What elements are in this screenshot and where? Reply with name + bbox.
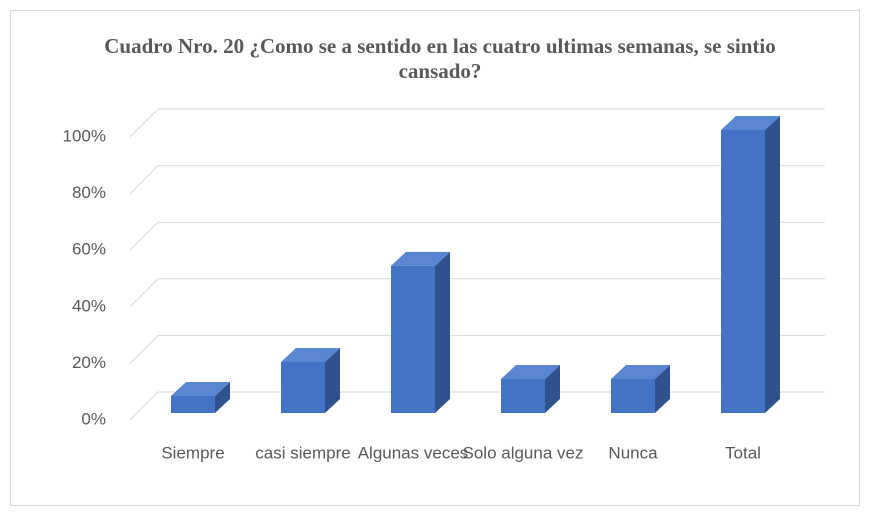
x-tick-label: Total bbox=[725, 443, 761, 462]
bar-side bbox=[545, 365, 560, 413]
bar-side bbox=[325, 348, 340, 413]
x-tick-label: Siempre bbox=[161, 443, 224, 462]
chart-frame bbox=[10, 10, 860, 506]
x-tick-label: Solo alguna vez bbox=[463, 443, 584, 462]
y-tick-label: 20% bbox=[72, 353, 106, 372]
x-tick-label: casi siempre bbox=[255, 443, 350, 462]
bar-top bbox=[501, 365, 560, 380]
bar bbox=[171, 382, 230, 413]
grid-line bbox=[129, 391, 825, 421]
bar-side bbox=[765, 116, 780, 413]
y-tick-label: 60% bbox=[72, 240, 106, 259]
x-tick-label: Algunas veces bbox=[358, 443, 469, 462]
grid-line bbox=[129, 108, 825, 138]
y-tick-label: 80% bbox=[72, 183, 106, 202]
bar-front bbox=[501, 379, 545, 413]
bar-side bbox=[435, 251, 450, 413]
bar-front bbox=[171, 396, 215, 413]
x-tick-label: Nunca bbox=[608, 443, 658, 462]
y-tick-label: 0% bbox=[81, 409, 106, 428]
bar-top bbox=[391, 251, 450, 266]
bar-top bbox=[281, 348, 340, 363]
bar-side bbox=[655, 365, 670, 413]
grid-line bbox=[129, 278, 825, 308]
y-tick-label: 100% bbox=[63, 126, 106, 145]
bar-front bbox=[391, 265, 435, 413]
bar-front bbox=[281, 362, 325, 413]
bar bbox=[391, 251, 450, 413]
bar-top bbox=[721, 116, 780, 130]
grid-line bbox=[129, 221, 825, 251]
grid-line bbox=[129, 165, 825, 194]
bar-front bbox=[611, 379, 655, 413]
bar bbox=[501, 365, 560, 413]
bar-front bbox=[721, 130, 765, 413]
grid-line bbox=[129, 334, 825, 364]
y-tick-label: 40% bbox=[72, 296, 106, 315]
bar-side bbox=[215, 382, 230, 413]
bar-top bbox=[171, 382, 230, 397]
bar-top bbox=[611, 365, 670, 380]
bar bbox=[721, 116, 780, 413]
bar bbox=[611, 365, 670, 413]
bar bbox=[281, 348, 340, 413]
chart-title: Cuadro Nro. 20 ¿Como se a sentido en las… bbox=[104, 34, 776, 83]
